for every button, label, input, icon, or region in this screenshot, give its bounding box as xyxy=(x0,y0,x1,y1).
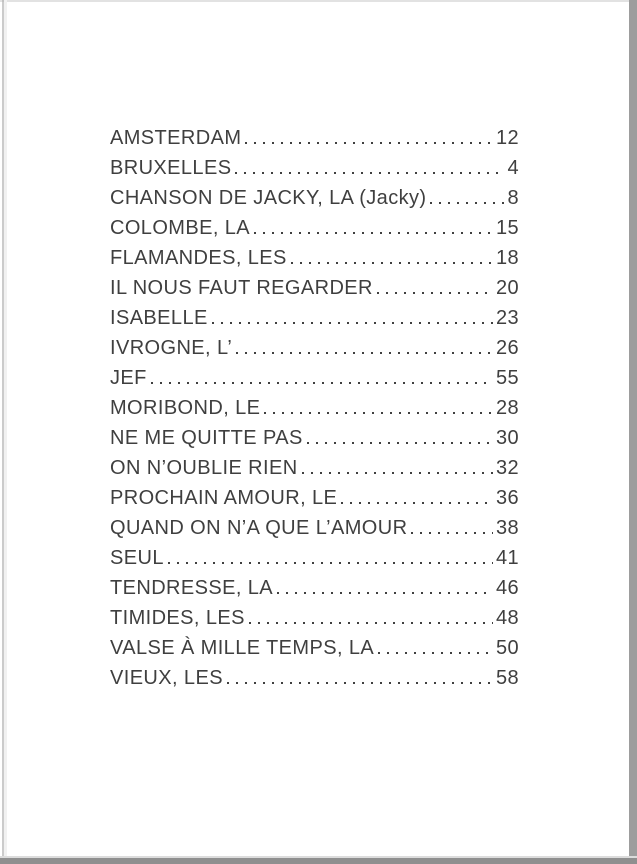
toc-entry: NE ME QUITTE PAS 30 xyxy=(110,423,519,453)
toc-entry-title: COLOMBE, LA xyxy=(110,217,250,239)
toc-entry-page-number: 48 xyxy=(495,607,519,629)
toc-entry: IVROGNE, L’ 26 xyxy=(110,333,519,363)
toc-entry-page-number: 23 xyxy=(495,307,519,329)
toc-entry: AMSTERDAM 12 xyxy=(110,123,519,153)
toc-entry-page-number: 41 xyxy=(495,547,519,569)
toc-entry-title: FLAMANDES, LES xyxy=(110,247,287,269)
toc-entry-page-number: 30 xyxy=(495,427,519,449)
dot-leader xyxy=(301,458,493,474)
dot-leader xyxy=(376,278,493,294)
toc-entry-title: JEF xyxy=(110,367,147,389)
toc-entry: TENDRESSE, LA 46 xyxy=(110,573,519,603)
toc-entry-title: CHANSON DE JACKY, LA (Jacky) xyxy=(110,187,427,209)
scan-edge-bottom-soft xyxy=(0,856,637,858)
toc-entry-page-number: 8 xyxy=(507,187,519,209)
toc-entry: VALSE À MILLE TEMPS, LA 50 xyxy=(110,633,519,663)
toc-entry-page-number: 58 xyxy=(495,667,519,689)
toc-entry-title: BRUXELLES xyxy=(110,157,232,179)
dot-leader xyxy=(277,578,493,594)
toc-entry-title: ON N’OUBLIE RIEN xyxy=(110,457,298,479)
toc-entry: ON N’OUBLIE RIEN 32 xyxy=(110,453,519,483)
dot-leader xyxy=(226,668,493,684)
toc-entry-page-number: 15 xyxy=(495,217,519,239)
dot-leader xyxy=(248,608,493,624)
toc-entry-title: PROCHAIN AMOUR, LE xyxy=(110,487,338,509)
dot-leader xyxy=(430,188,505,204)
dot-leader xyxy=(254,218,493,234)
toc-entry-page-number: 32 xyxy=(495,457,519,479)
toc-entry-title: AMSTERDAM xyxy=(110,127,242,149)
toc-entry-title: MORIBOND, LE xyxy=(110,397,261,419)
toc-entry-title: NE ME QUITTE PAS xyxy=(110,427,303,449)
dot-leader xyxy=(211,308,493,324)
toc-entry-title: IL NOUS FAUT REGARDER xyxy=(110,277,373,299)
toc-entry-page-number: 18 xyxy=(495,247,519,269)
toc-entry-title: SEUL xyxy=(110,547,164,569)
toc-entry-title: ISABELLE xyxy=(110,307,208,329)
toc-entry-page-number: 38 xyxy=(495,517,519,539)
toc-entry-title: TIMIDES, LES xyxy=(110,607,245,629)
toc-entry: ISABELLE 23 xyxy=(110,303,519,333)
toc-entry-page-number: 26 xyxy=(495,337,519,359)
toc-entry-page-number: 46 xyxy=(495,577,519,599)
toc-entry: MORIBOND, LE 28 xyxy=(110,393,519,423)
dot-leader xyxy=(236,338,493,354)
toc-entry-page-number: 20 xyxy=(495,277,519,299)
dot-leader xyxy=(290,248,493,264)
dot-leader xyxy=(150,368,493,384)
dot-leader xyxy=(378,638,493,654)
toc-entry: BRUXELLES 4 xyxy=(110,153,519,183)
dot-leader xyxy=(245,128,493,144)
toc-entry: QUAND ON N’A QUE L’AMOUR 38 xyxy=(110,513,519,543)
table-of-contents: AMSTERDAM 12 BRUXELLES 4 CHANSON DE JACK… xyxy=(110,123,519,693)
dot-leader xyxy=(341,488,493,504)
dot-leader xyxy=(306,428,493,444)
dot-leader xyxy=(235,158,505,174)
toc-entry: TIMIDES, LES 48 xyxy=(110,603,519,633)
toc-entry-page-number: 36 xyxy=(495,487,519,509)
toc-entry-page-number: 50 xyxy=(495,637,519,659)
toc-entry: SEUL 41 xyxy=(110,543,519,573)
toc-entry-page-number: 55 xyxy=(495,367,519,389)
toc-entry: IL NOUS FAUT REGARDER 20 xyxy=(110,273,519,303)
dot-leader xyxy=(411,518,493,534)
scan-edge-top xyxy=(0,0,637,2)
toc-entry: FLAMANDES, LES 18 xyxy=(110,243,519,273)
toc-entry-title: TENDRESSE, LA xyxy=(110,577,274,599)
toc-entry: CHANSON DE JACKY, LA (Jacky) 8 xyxy=(110,183,519,213)
toc-entry-page-number: 4 xyxy=(507,157,519,179)
toc-entry: VIEUX, LES 58 xyxy=(110,663,519,693)
toc-entry: COLOMBE, LA 15 xyxy=(110,213,519,243)
toc-entry-title: IVROGNE, L’ xyxy=(110,337,233,359)
toc-entry-title: QUAND ON N’A QUE L’AMOUR xyxy=(110,517,408,539)
toc-entry-title: VALSE À MILLE TEMPS, LA xyxy=(110,637,375,659)
toc-entry-title: VIEUX, LES xyxy=(110,667,223,689)
scan-edge-right xyxy=(629,0,637,864)
dot-leader xyxy=(264,398,493,414)
dot-leader xyxy=(167,548,493,564)
toc-entry: PROCHAIN AMOUR, LE 36 xyxy=(110,483,519,513)
scan-edge-left-soft xyxy=(4,0,7,864)
toc-entry-page-number: 12 xyxy=(495,127,519,149)
toc-entry: JEF 55 xyxy=(110,363,519,393)
scan-edge-left xyxy=(2,0,4,864)
scan-edge-bottom xyxy=(0,858,637,864)
toc-entry-page-number: 28 xyxy=(495,397,519,419)
